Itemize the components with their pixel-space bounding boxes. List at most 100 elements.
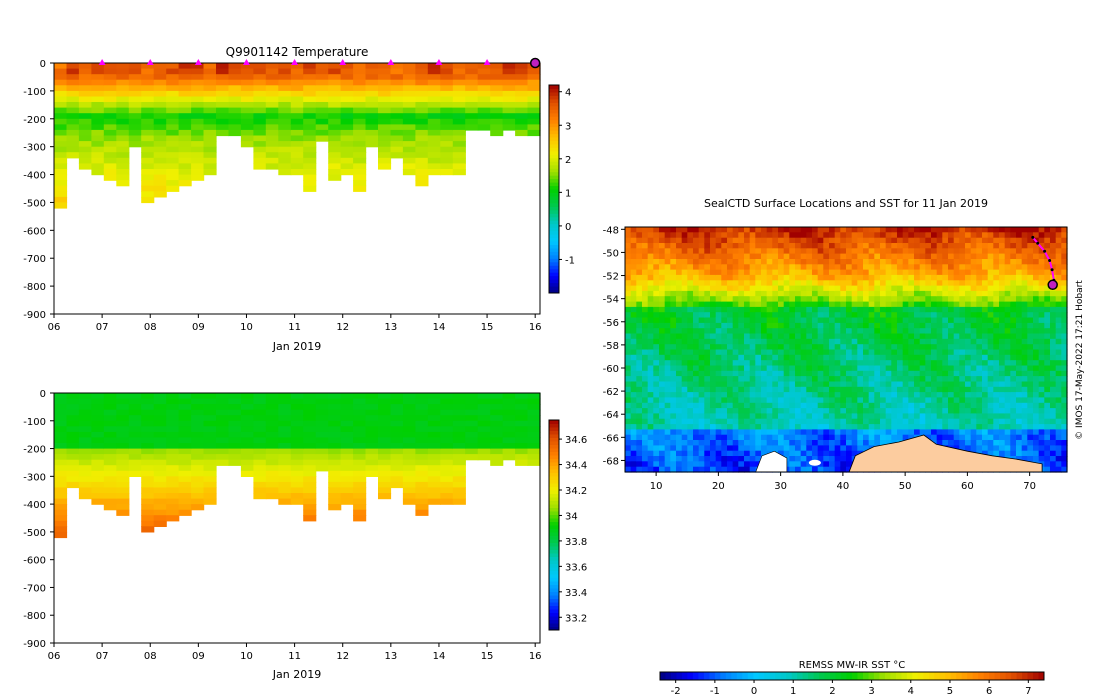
- sst-cell: [1021, 312, 1028, 319]
- sst-cell: [976, 301, 983, 308]
- sst-cell: [704, 354, 711, 361]
- x-tick-label: 10: [240, 651, 253, 662]
- sst-cell: [625, 259, 632, 265]
- sst-cell: [914, 312, 921, 319]
- sst-cell: [664, 370, 671, 377]
- sst-cell: [987, 450, 994, 457]
- sst-cell: [642, 259, 649, 265]
- sst-cell: [795, 328, 802, 335]
- sst-cell: [970, 440, 977, 446]
- profile-cell: [253, 68, 267, 75]
- profile-cell: [103, 470, 117, 477]
- sst-cell: [766, 259, 773, 265]
- sst-cell: [953, 349, 960, 356]
- profile-cell: [253, 437, 267, 444]
- sst-cell: [806, 322, 813, 329]
- profile-cell: [278, 448, 292, 455]
- sst-cell: [942, 317, 949, 324]
- profile-cell: [253, 443, 267, 450]
- sst-cell: [727, 450, 734, 457]
- sst-cell: [710, 333, 717, 340]
- sst-cell: [647, 322, 654, 329]
- sst-cell: [664, 280, 671, 287]
- sst-cell: [931, 381, 938, 388]
- profile-cell: [353, 448, 367, 455]
- sst-cell: [857, 429, 864, 436]
- sst-cell: [976, 227, 983, 233]
- sst-cell: [630, 317, 637, 324]
- sst-cell: [936, 264, 943, 271]
- sst-cell: [829, 413, 836, 420]
- profile-cell: [141, 426, 155, 433]
- profile-cell: [303, 420, 317, 427]
- sst-cell: [897, 392, 904, 398]
- profile-cell: [166, 465, 180, 472]
- sst-cell: [806, 264, 813, 271]
- sst-cell: [749, 376, 756, 382]
- profile-cell: [66, 454, 80, 461]
- sst-cell: [755, 408, 762, 414]
- sst-cell: [834, 360, 841, 367]
- profile-cell: [340, 465, 354, 472]
- colorbar-segment: [549, 109, 559, 114]
- profile-cell: [178, 113, 192, 120]
- sst-cell: [687, 429, 694, 436]
- profile-cell: [440, 404, 454, 411]
- sst-cell: [1004, 440, 1011, 446]
- salinity-plot-frame: [53, 392, 541, 644]
- sst-cell: [914, 285, 921, 292]
- sst-cell: [772, 434, 779, 441]
- sst-cell: [987, 317, 994, 324]
- sst-cell: [778, 381, 785, 388]
- sst-cell: [885, 264, 892, 271]
- profile-cell: [402, 415, 416, 422]
- sst-cell: [704, 312, 711, 319]
- sst-cell: [880, 386, 887, 393]
- sst-cell: [800, 434, 807, 441]
- sst-cell: [670, 253, 677, 260]
- profile-cell: [253, 102, 267, 109]
- sst-cell: [630, 402, 637, 409]
- profile-cell: [315, 135, 329, 142]
- colorbar-segment: [549, 223, 559, 228]
- sst-cell: [1016, 445, 1023, 452]
- sst-cell: [710, 365, 717, 372]
- sst-cell: [953, 386, 960, 393]
- profile-cell: [415, 420, 429, 427]
- profile-cell: [290, 79, 304, 86]
- profile-cell: [78, 415, 92, 422]
- profile-cell: [103, 163, 117, 170]
- profile-cell: [116, 174, 130, 181]
- sst-cell: [636, 354, 643, 361]
- sst-cell: [959, 376, 966, 382]
- sst-cell: [897, 333, 904, 340]
- profile-cell: [153, 85, 167, 92]
- profile-cell: [402, 79, 416, 86]
- sst-cell: [834, 429, 841, 436]
- sst-cell: [902, 269, 909, 276]
- colorbar-segment: [549, 202, 559, 207]
- sst-cell: [982, 450, 989, 457]
- sst-cell: [653, 413, 660, 420]
- sst-cell: [744, 269, 751, 276]
- sst-cell: [908, 322, 915, 329]
- sst-cell: [806, 349, 813, 356]
- sst-cell: [647, 360, 654, 367]
- profile-cell: [290, 68, 304, 75]
- sst-cell: [693, 424, 700, 430]
- profile-cell: [78, 459, 92, 466]
- sst-cell: [749, 360, 756, 367]
- sst-cell: [647, 349, 654, 356]
- sst-cell: [636, 376, 643, 382]
- sst-cell: [874, 333, 881, 340]
- sst-cell: [931, 386, 938, 393]
- profile-cell: [153, 174, 167, 181]
- sst-cell: [1021, 237, 1028, 244]
- profile-cell: [415, 174, 429, 181]
- sst-cell: [970, 344, 977, 351]
- sst-cell: [829, 274, 836, 281]
- sst-cell: [1004, 269, 1011, 276]
- sst-cell: [681, 360, 688, 367]
- profile-cell: [402, 459, 416, 466]
- colorbar-segment: [549, 560, 559, 564]
